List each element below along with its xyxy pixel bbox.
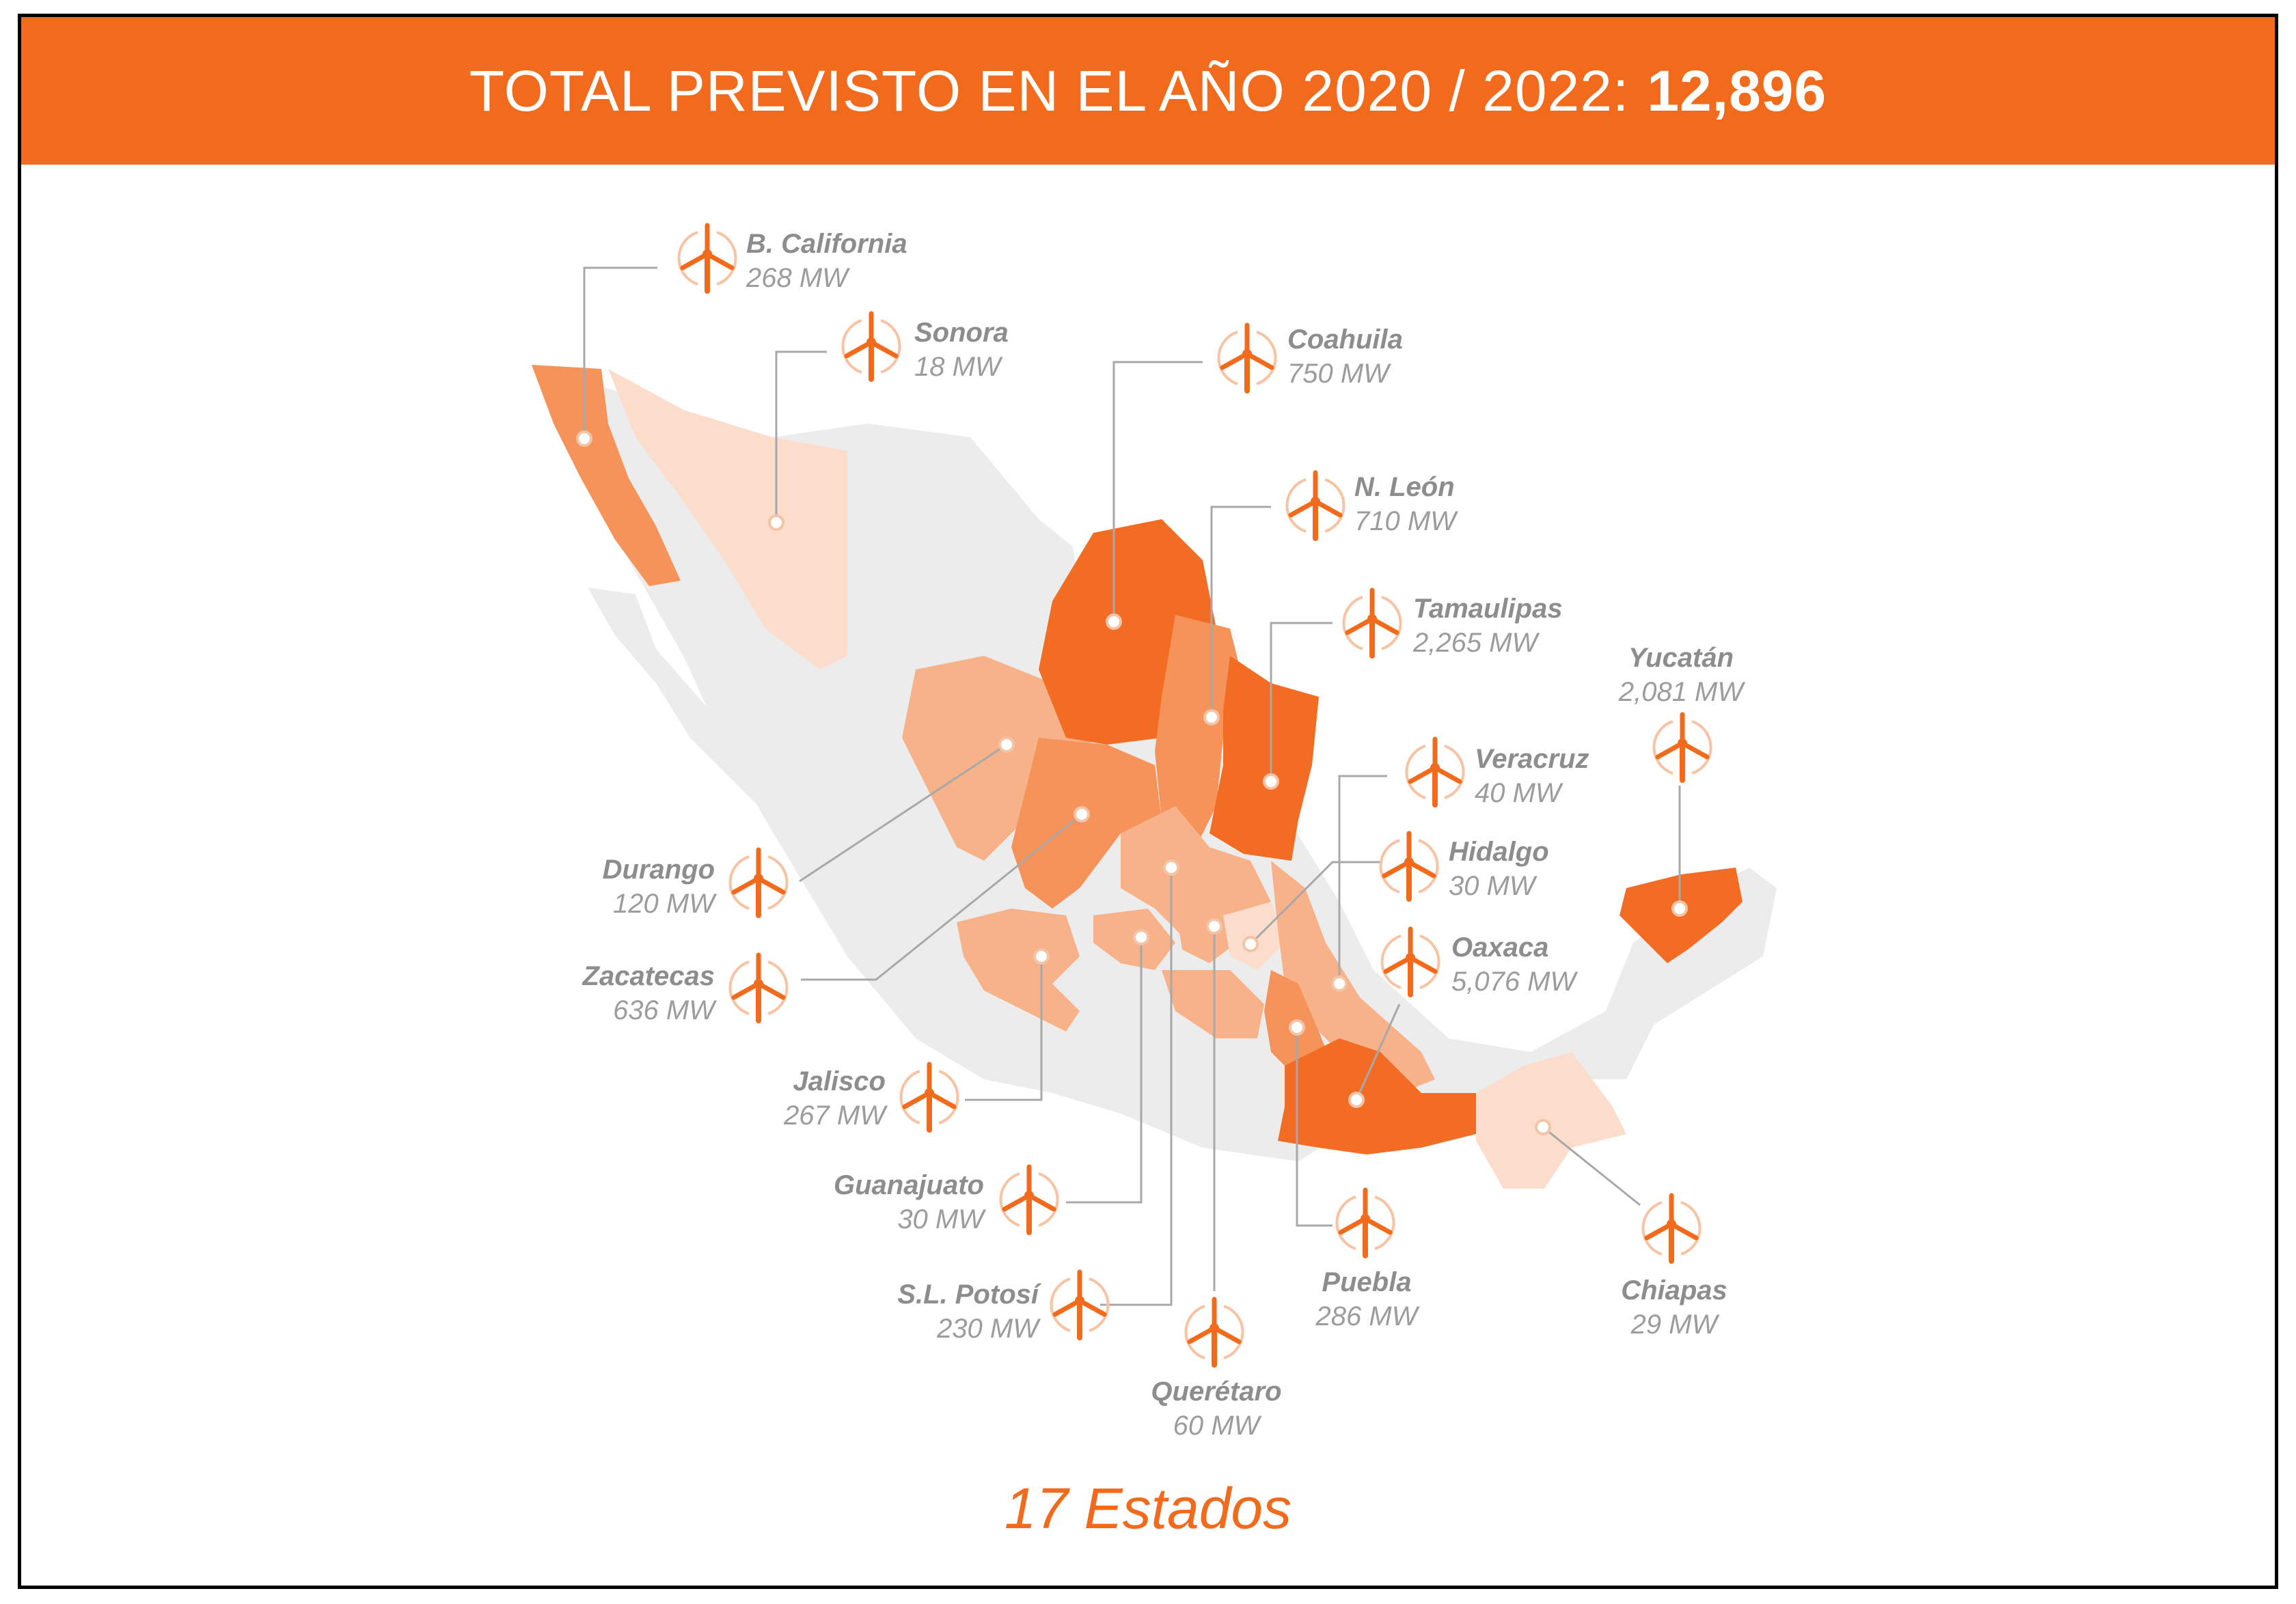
label-guanajuato: Guanajuato 30 MW: [765, 1168, 984, 1236]
wind-turbine-icon: [1406, 739, 1463, 805]
wind-turbine-icon: [1643, 1195, 1699, 1261]
state-chihuahua-light: [847, 437, 1066, 669]
state-durango: [902, 656, 1093, 861]
label-puebla: Puebla 286 MW: [1271, 1265, 1462, 1333]
label-veracruz: Veracruz 40 MW: [1475, 742, 1589, 810]
label-durango: Durango 120 MW: [547, 853, 715, 921]
state-value: 286 MW: [1315, 1301, 1418, 1331]
state-tamaulipas: [1210, 656, 1319, 861]
state-queretaro: [1175, 909, 1237, 963]
state-sl-potosi: [1121, 806, 1271, 943]
state-name: Jalisco: [793, 1066, 886, 1096]
state-nuevo-leon: [1155, 615, 1244, 847]
state-name: S.L. Potosí: [897, 1280, 1039, 1310]
state-markers: [576, 430, 1688, 1135]
state-guerrero-mix: [1162, 970, 1264, 1038]
state-name: Hidalgo: [1449, 837, 1549, 867]
state-value: 5,076 MW: [1451, 967, 1576, 997]
state-veracruz: [1271, 861, 1435, 1093]
label-jalisco: Jalisco 267 MW: [724, 1064, 886, 1133]
label-hidalgo: Hidalgo 30 MW: [1449, 835, 1549, 903]
label-queretaro: Querétaro 60 MW: [1107, 1374, 1326, 1443]
wind-turbine-icon: [1382, 929, 1438, 995]
state-name: Guanajuato: [833, 1170, 984, 1200]
label-oaxaca: Oaxaca 5,076 MW: [1451, 930, 1576, 999]
state-name: Tamaulipas: [1413, 594, 1563, 624]
wind-turbine-icon: [1287, 473, 1343, 538]
state-name: Sonora: [914, 318, 1009, 348]
state-name: Puebla: [1322, 1267, 1412, 1297]
header-banner: TOTAL PREVISTO EN EL AÑO 2020 / 2022: 12…: [21, 17, 2275, 165]
state-name: Coahuila: [1287, 324, 1403, 355]
label-tamaulipas: Tamaulipas 2,265 MW: [1413, 592, 1563, 660]
state-value: 18 MW: [914, 352, 1001, 382]
state-value: 30 MW: [1449, 871, 1535, 901]
state-name: Durango: [602, 855, 715, 885]
wind-turbine-icon: [1051, 1272, 1108, 1338]
state-jalisco: [957, 909, 1080, 1032]
state-zacatecas: [1011, 738, 1162, 909]
state-value: 60 MW: [1173, 1411, 1260, 1441]
wind-turbine-icon: [1337, 1190, 1393, 1256]
leader-lines: [583, 266, 1681, 1306]
state-value: 636 MW: [613, 995, 715, 1025]
state-name: Chiapas: [1621, 1275, 1727, 1305]
state-hidalgo: [1223, 902, 1285, 970]
state-chiapas: [1476, 1052, 1626, 1189]
header-total: 12,896: [1647, 58, 1827, 123]
label-sl-potosi: S.L. Potosí 230 MW: [820, 1277, 1039, 1346]
state-name: B. California: [746, 229, 907, 259]
wind-turbine-icon: [730, 850, 787, 915]
wind-turbine-icon: [1000, 1167, 1057, 1232]
label-baja-california: B. California 268 MW: [746, 227, 907, 295]
label-yucatan: Yucatán 2,081 MW: [1592, 641, 1770, 709]
base-baja-sur: [588, 587, 806, 827]
wind-turbine-icon: [679, 225, 735, 291]
state-name: Querétaro: [1151, 1377, 1282, 1407]
state-sonora: [608, 369, 861, 669]
wind-turbine-icon: [901, 1064, 957, 1130]
label-zacatecas: Zacatecas 636 MW: [533, 959, 715, 1027]
state-value: 120 MW: [613, 889, 715, 919]
wind-turbine-icon: [1343, 590, 1400, 656]
state-name: Zacatecas: [582, 961, 715, 991]
state-value: 750 MW: [1287, 359, 1389, 389]
label-coahuila: Coahuila 750 MW: [1287, 322, 1403, 391]
wind-turbine-icon: [843, 314, 899, 379]
wind-turbine-icon: [730, 955, 787, 1021]
state-name: Oaxaca: [1451, 932, 1549, 963]
state-value: 40 MW: [1475, 778, 1561, 808]
label-nuevo-leon: N. León 710 MW: [1354, 470, 1456, 538]
state-value: 29 MW: [1630, 1310, 1718, 1340]
label-sonora: Sonora 18 MW: [914, 316, 1009, 384]
state-value: 2,265 MW: [1413, 628, 1538, 658]
state-baja-california: [532, 365, 681, 586]
state-name: N. León: [1354, 472, 1455, 502]
state-value: 30 MW: [897, 1204, 984, 1234]
wind-turbine-icon: [1218, 325, 1275, 391]
state-name: Yucatán: [1628, 643, 1734, 673]
wind-turbine-icon: [1380, 833, 1437, 899]
state-value: 268 MW: [746, 263, 848, 293]
wind-turbine-icon: [1654, 715, 1710, 780]
state-value: 710 MW: [1354, 506, 1456, 536]
infographic-frame: TOTAL PREVISTO EN EL AÑO 2020 / 2022: 12…: [18, 14, 2278, 1589]
label-chiapas: Chiapas 29 MW: [1578, 1273, 1770, 1342]
state-value: 230 MW: [937, 1314, 1039, 1344]
state-name: Veracruz: [1475, 744, 1589, 774]
state-oaxaca: [1278, 1038, 1476, 1154]
wind-turbine-icon: [1186, 1299, 1242, 1365]
state-value: 2,081 MW: [1618, 677, 1744, 707]
header-prefix: TOTAL PREVISTO EN EL AÑO 2020 / 2022:: [469, 58, 1630, 123]
state-value: 267 MW: [784, 1101, 886, 1131]
states-count-footer: 17 Estados: [1004, 1476, 1292, 1540]
